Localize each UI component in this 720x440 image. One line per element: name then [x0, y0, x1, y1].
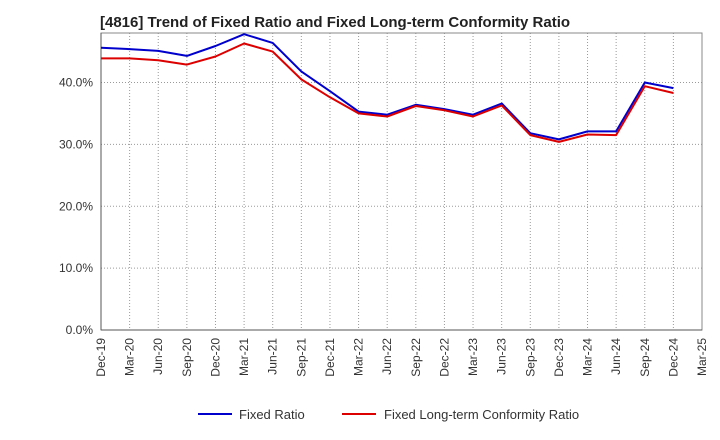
x-tick-label: Dec-23	[552, 338, 566, 377]
plot-frame	[100, 32, 703, 331]
x-tick-label: Jun-22	[380, 338, 394, 375]
x-tick-label: Sep-20	[180, 338, 194, 377]
legend-label: Fixed Ratio	[239, 407, 305, 422]
x-tick-label: Dec-24	[666, 338, 680, 377]
x-tick-label: Mar-20	[123, 338, 137, 376]
x-tick-label: Dec-22	[437, 338, 451, 377]
series-line-fixed-ratio	[100, 33, 674, 141]
x-tick-label: Dec-21	[323, 338, 337, 377]
x-tick-label: Dec-19	[94, 338, 108, 377]
x-tick-label: Mar-21	[237, 338, 251, 376]
chart-title: [4816] Trend of Fixed Ratio and Fixed Lo…	[100, 14, 571, 31]
y-tick-label: 0.0%	[66, 323, 94, 337]
x-tick-label: Dec-20	[208, 338, 222, 377]
y-tick-label: 30.0%	[59, 137, 93, 151]
x-tick-label: Sep-24	[638, 338, 652, 377]
legend-label: Fixed Long-term Conformity Ratio	[384, 407, 579, 422]
y-tick-label: 10.0%	[59, 261, 93, 275]
x-tick-label: Sep-22	[409, 338, 423, 377]
series-line-fixed-long-term-conformity-ratio	[101, 42, 674, 143]
x-tick-label: Jun-24	[609, 338, 623, 375]
y-tick-label: 20.0%	[59, 199, 93, 213]
x-tick-label: Sep-23	[523, 338, 537, 377]
x-tick-label: Mar-22	[352, 338, 366, 376]
x-tick-label: Jun-21	[266, 338, 280, 375]
x-tick-label: Mar-23	[466, 338, 480, 376]
x-tick-label: Jun-23	[495, 338, 509, 375]
x-tick-label: Mar-24	[581, 338, 595, 376]
x-tick-label: Mar-25	[695, 338, 709, 376]
x-tick-label: Jun-20	[151, 338, 165, 375]
x-tick-label: Sep-21	[294, 338, 308, 377]
y-tick-label: 40.0%	[59, 76, 93, 90]
